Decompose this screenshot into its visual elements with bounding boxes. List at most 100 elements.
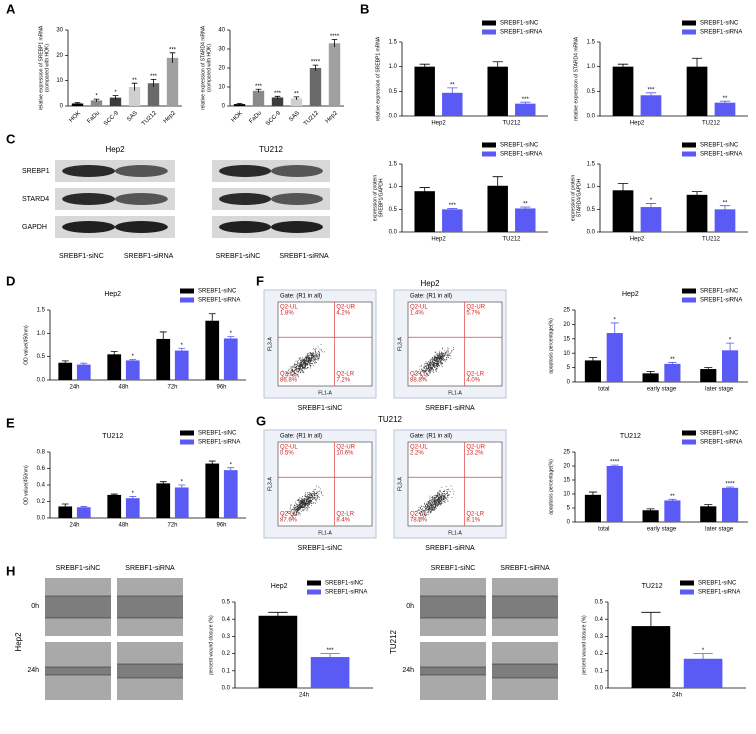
wound-time-label: 24h bbox=[402, 667, 414, 674]
x-tick-label: Hep2 bbox=[163, 110, 178, 125]
x-tick-label: SAS bbox=[288, 110, 301, 123]
bar bbox=[642, 510, 659, 522]
flow-title: TU212 bbox=[378, 415, 403, 424]
bar bbox=[309, 68, 322, 106]
legend-label: SREBF1-siNC bbox=[500, 21, 539, 27]
error-bar bbox=[646, 508, 655, 512]
y-axis-label: OD value(450nm) bbox=[23, 465, 29, 505]
bar bbox=[58, 362, 73, 380]
y-tick-label: 1.0 bbox=[389, 184, 398, 190]
x-tick-label: early stage bbox=[647, 527, 677, 533]
gate-label: Gate: (R1 in all) bbox=[280, 434, 322, 440]
bar bbox=[584, 360, 602, 382]
bar bbox=[640, 207, 662, 232]
blot-band bbox=[219, 193, 271, 205]
significance-label: * bbox=[114, 90, 117, 96]
error-bar bbox=[129, 359, 137, 362]
flow-group-label: SREBF1-siNC bbox=[298, 545, 343, 552]
bar bbox=[686, 194, 708, 232]
quadrant-value: 1.4% bbox=[410, 311, 424, 317]
y-tick-label: 0.3 bbox=[595, 634, 604, 640]
legend-swatch bbox=[682, 288, 696, 294]
bar bbox=[290, 98, 303, 106]
wound-group-label: SREBF1-siNC bbox=[431, 565, 476, 572]
error-bar bbox=[61, 360, 69, 365]
x-tick-label: Hep2 bbox=[431, 237, 446, 243]
blot-band bbox=[62, 193, 115, 205]
legend-swatch bbox=[682, 430, 696, 436]
bar bbox=[125, 360, 140, 380]
x-tick-label: HOK bbox=[231, 110, 244, 123]
wound-time-label: 24h bbox=[27, 667, 39, 674]
error-bar bbox=[150, 79, 157, 87]
chart-title: TU212 bbox=[620, 433, 641, 440]
significance-label: **** bbox=[311, 60, 321, 66]
quadrant-value: 13.2% bbox=[466, 451, 484, 457]
legend-swatch bbox=[680, 580, 694, 586]
y-tick-label: 0.5 bbox=[222, 600, 231, 606]
y-tick-label: 0 bbox=[567, 380, 571, 386]
y-tick-label: 0 bbox=[222, 104, 226, 110]
x-tick-label: Hep2 bbox=[431, 121, 446, 127]
significance-label: *** bbox=[150, 74, 158, 80]
wound-gap bbox=[117, 664, 183, 678]
quadrant-value: 4.2% bbox=[336, 311, 350, 317]
wound-group-label: SREBF1-siRNA bbox=[125, 565, 175, 572]
error-bar bbox=[646, 370, 655, 376]
y-tick-label: 0.5 bbox=[389, 89, 398, 95]
error-bar bbox=[268, 611, 288, 620]
bar bbox=[258, 615, 298, 688]
y-axis-label: percent wound closure (%) bbox=[581, 615, 587, 675]
legend-label: SREBF1-siNC bbox=[700, 289, 739, 295]
error-bar bbox=[227, 467, 235, 473]
error-bar bbox=[691, 57, 703, 76]
x-tick-label: TU212 bbox=[141, 110, 158, 127]
legend-swatch bbox=[180, 430, 194, 436]
legend-swatch bbox=[482, 151, 496, 157]
y-tick-label: 30 bbox=[56, 28, 63, 34]
y-axis-label: relative expression of SREBP1 mRNA bbox=[375, 36, 381, 121]
x-tick-label: HOK bbox=[69, 110, 82, 123]
legend-swatch bbox=[180, 288, 194, 294]
bar bbox=[174, 350, 189, 380]
bar bbox=[487, 66, 508, 116]
panel-label: D bbox=[6, 273, 15, 288]
error-bar bbox=[331, 39, 338, 48]
flow-group-label: SREBF1-siRNA bbox=[425, 545, 475, 552]
y-axis-label: relative expression of STARD4 mRNA bbox=[200, 25, 206, 110]
y-tick-label: 20 bbox=[563, 322, 570, 328]
panel-label: G bbox=[256, 413, 266, 428]
x-tick-label: later stage bbox=[705, 387, 734, 393]
legend-swatch bbox=[307, 589, 321, 595]
quadrant-name: Q2-UL bbox=[410, 305, 428, 311]
quadrant-value: 86.8% bbox=[280, 378, 298, 384]
error-bar bbox=[129, 496, 137, 500]
bar bbox=[58, 506, 73, 518]
y-tick-label: 0.3 bbox=[222, 634, 231, 640]
bar bbox=[714, 102, 736, 116]
y-tick-label: 10 bbox=[218, 85, 225, 91]
legend-swatch bbox=[482, 142, 496, 148]
bar bbox=[442, 92, 463, 116]
error-bar bbox=[419, 187, 430, 195]
bar bbox=[714, 209, 736, 232]
bar bbox=[166, 57, 179, 106]
quadrant-name: Q2-UR bbox=[466, 305, 485, 311]
x-tick-label: TU212 bbox=[702, 237, 721, 243]
significance-label: * bbox=[729, 338, 732, 344]
significance-label: *** bbox=[327, 648, 335, 654]
bar bbox=[156, 483, 171, 518]
bar bbox=[612, 66, 634, 116]
bar bbox=[125, 498, 140, 518]
y-axis-label: OD value(450nm) bbox=[23, 325, 29, 365]
chart-title: TU212 bbox=[642, 583, 663, 590]
error-bar bbox=[131, 82, 138, 91]
y-tick-label: 10 bbox=[563, 351, 570, 357]
error-bar bbox=[617, 183, 629, 198]
blot-title: Hep2 bbox=[105, 145, 125, 154]
y-tick-label: 0.5 bbox=[587, 207, 596, 213]
quadrant-value: 5.7% bbox=[466, 311, 480, 317]
wound-cell-line-label: Hep2 bbox=[14, 632, 23, 652]
flow-y-axis-label: FL3-A bbox=[397, 477, 403, 491]
quadrant-name: Q2-LL bbox=[280, 512, 297, 518]
